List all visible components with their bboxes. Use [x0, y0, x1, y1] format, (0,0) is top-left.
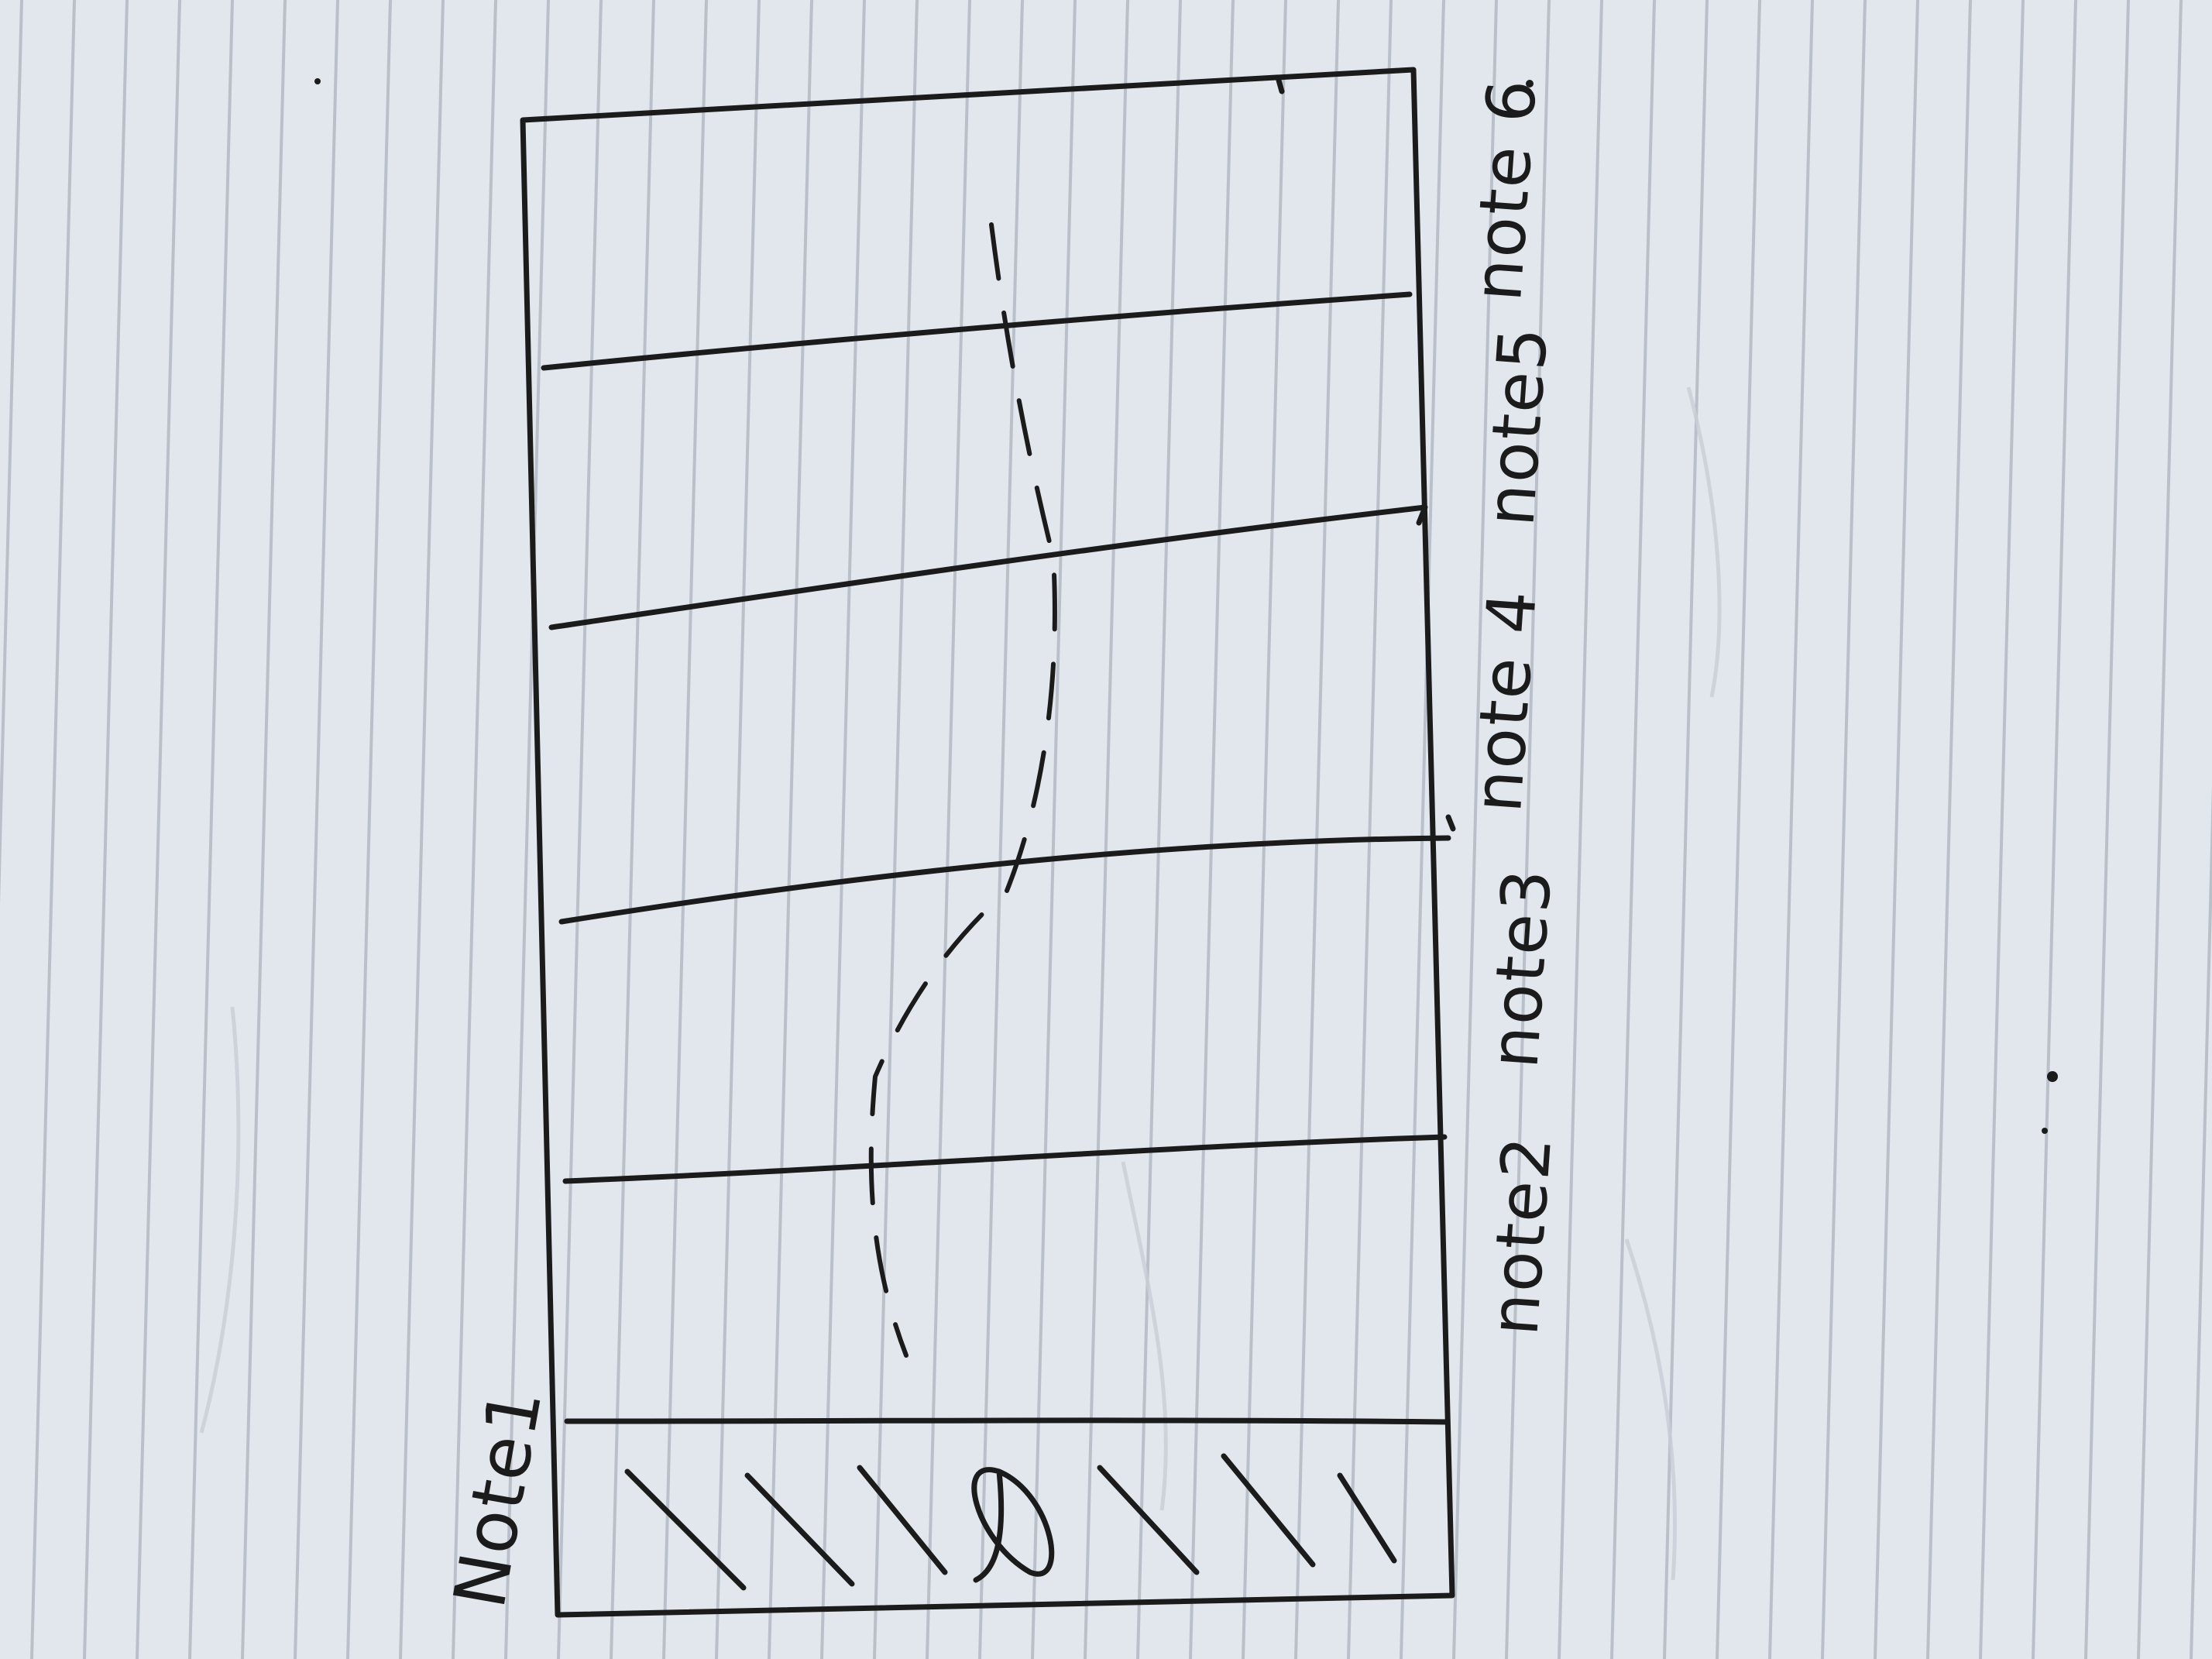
rule-line — [1084, 0, 1129, 1659]
rule-line — [0, 0, 23, 905]
rule-line — [610, 0, 655, 1659]
rule-line — [1874, 0, 1919, 1659]
dashed-flow-line — [868, 222, 1057, 1358]
rule-line — [294, 0, 339, 1659]
rule-line — [346, 0, 392, 1659]
rule-line — [30, 0, 76, 1659]
frame-tick — [1445, 814, 1456, 832]
rule-line — [1136, 0, 1182, 1659]
rule-line — [1242, 0, 1287, 1659]
rule-line — [1031, 0, 1077, 1659]
note-4-label: note 4 — [1458, 586, 1552, 816]
note-5-label: note5 — [1472, 323, 1564, 529]
rule-line — [1452, 0, 1498, 1659]
phone-wireframe — [520, 67, 1456, 1618]
frame-tick — [1416, 508, 1427, 526]
note-3-label: note3 — [1475, 865, 1568, 1071]
selected-row-hatching — [624, 1453, 1397, 1591]
rule-line — [978, 0, 1024, 1659]
rule-line — [1663, 0, 1709, 1659]
rule-line — [83, 0, 129, 1659]
rule-line — [1189, 0, 1235, 1659]
rule-line — [399, 0, 445, 1659]
row-divider-4 — [562, 1134, 1448, 1184]
rule-line — [768, 0, 813, 1659]
frame-outline — [520, 67, 1455, 1618]
loop-mark — [971, 1467, 1055, 1583]
rule-line — [873, 0, 919, 1659]
rule-line — [1979, 0, 2025, 1659]
rule-line — [504, 0, 550, 1659]
rule-line — [1505, 0, 1551, 1659]
rule-line — [1294, 0, 1340, 1659]
rule-line — [1821, 0, 1867, 1659]
rule-line — [557, 0, 603, 1659]
rule-line — [452, 0, 497, 1659]
rule-line — [2137, 0, 2183, 1659]
rule-line — [241, 0, 287, 1659]
rule-line — [1926, 0, 1972, 1659]
rule-line — [2190, 784, 2212, 1659]
rule-line — [926, 0, 971, 1659]
rule-line — [1716, 0, 1761, 1659]
note-2-label: note2 — [1475, 1132, 1568, 1338]
rule-line — [1768, 0, 1814, 1659]
rule-line — [662, 0, 708, 1659]
frame-tick — [1275, 74, 1285, 94]
rule-line — [820, 0, 866, 1659]
rule-line — [136, 0, 181, 1659]
row-divider-1 — [541, 291, 1413, 371]
show-through-marks — [199, 386, 1722, 1581]
row-divider-3 — [558, 835, 1451, 925]
rule-line — [2084, 0, 2130, 1659]
rule-line — [1610, 0, 1656, 1659]
ink-specks — [314, 78, 2058, 1134]
rule-line — [1558, 0, 1603, 1659]
rule-line — [2032, 0, 2077, 1659]
row-divider-2 — [548, 504, 1428, 630]
rule-line — [1400, 0, 1445, 1659]
note-6-label: note 6 — [1458, 75, 1552, 304]
row-divider-5 — [564, 1417, 1450, 1425]
rule-line — [715, 0, 761, 1659]
rule-line — [188, 0, 234, 1659]
rule-line — [1347, 0, 1393, 1659]
